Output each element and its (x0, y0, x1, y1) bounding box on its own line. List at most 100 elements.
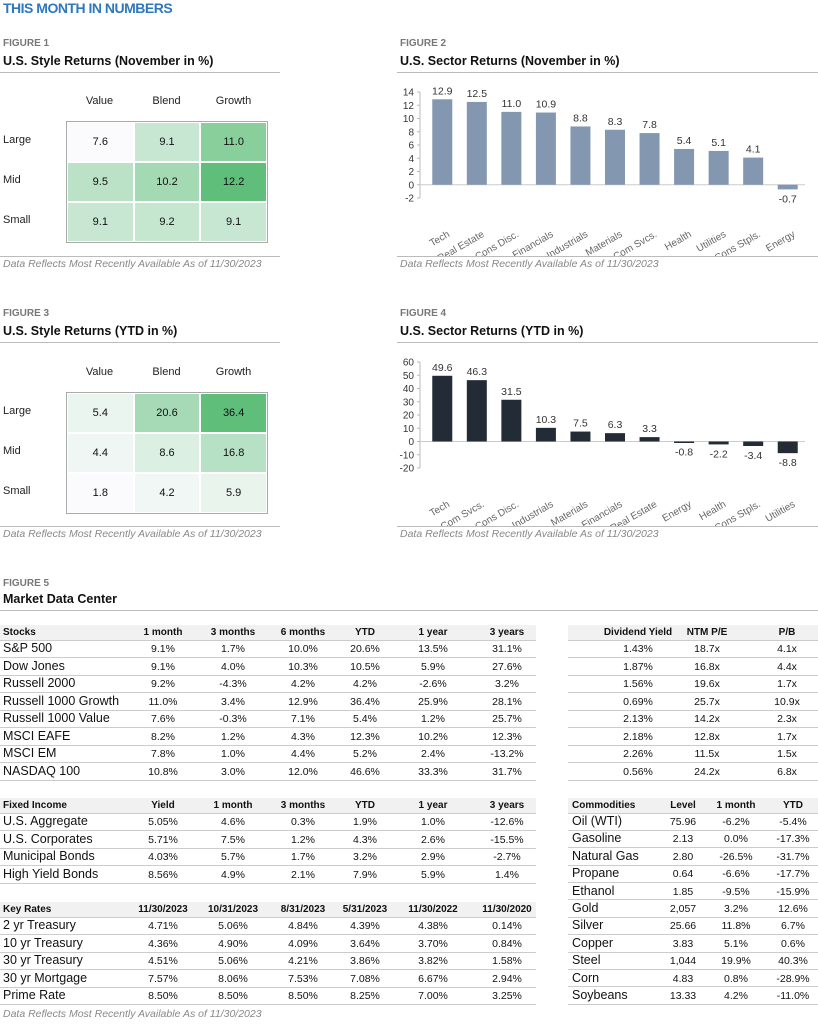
table-cell: 5.2% (353, 748, 377, 760)
table-cell: 46.6% (350, 765, 380, 778)
column-header: 1 month (716, 800, 756, 811)
table-cell: -6.2% (722, 816, 750, 828)
table-cell: 0.0% (724, 833, 748, 846)
table-cell: 1.7x (777, 678, 797, 690)
table-cell: 4.36% (148, 937, 178, 950)
table-cell: 3.25% (492, 990, 522, 1002)
table-cell: 1.2% (421, 713, 445, 725)
y-tick-label: 0 (408, 437, 414, 448)
bar (570, 431, 591, 442)
column-header: Stocks (3, 627, 36, 638)
table-cell: 1.0% (421, 816, 445, 828)
table-cell: 2.13 (672, 833, 694, 846)
table-cell: 14.2x (694, 713, 720, 725)
table-cell: 4.51% (148, 955, 178, 967)
data-label: 4.1 (746, 144, 761, 156)
y-tick-label: -2 (405, 194, 414, 205)
table-cell: 4.71% (148, 920, 178, 932)
table-cell: 1,044 (669, 955, 697, 968)
divider (397, 526, 818, 527)
table-cell: 5.1% (724, 937, 748, 950)
heatmap-cell: 9.1 (133, 122, 201, 162)
table-cell: 8.25% (350, 990, 380, 1002)
footnote: Data Reflects Most Recently Available As… (3, 1008, 262, 1020)
row-label: Oil (WTI) (572, 814, 622, 828)
table-row: 10 yr Treasury 4.36% 4.90% 4.09% 3.64% 3.70% 0… (0, 936, 536, 953)
data-label: 5.4 (677, 135, 692, 147)
table-cell: 10.0% (288, 643, 318, 655)
table-cell: 3.83 (672, 937, 694, 950)
data-label: 6.3 (608, 419, 623, 431)
table-cell: 7.8% (151, 748, 175, 760)
table-cell: 12.8x (694, 730, 720, 743)
table-cell: 10.3% (288, 660, 318, 673)
y-tick-label: 14 (403, 88, 415, 99)
column-header: 11/30/2023 (138, 904, 188, 915)
table-cell: 27.6% (492, 660, 522, 673)
table-cell: 5.06% (218, 920, 248, 932)
bar (777, 441, 798, 454)
row-label: Prime Rate (3, 988, 66, 1002)
table-cell: 4.38% (418, 920, 448, 932)
table-cell: 0.14% (492, 920, 522, 932)
data-label: 8.8 (573, 112, 588, 124)
y-tick-label: 60 (403, 358, 415, 369)
divider (397, 342, 818, 343)
data-label: 10.3 (536, 414, 557, 426)
heatmap-cell: 9.1 (200, 202, 267, 242)
table-cell: 10.8% (148, 765, 178, 778)
row-label: Corn (572, 970, 600, 985)
heatmap-grid: 7.6 9.1 11.0 9.5 10.2 12.2 9.1 9.2 9.1 (66, 121, 268, 243)
table-row: 1.87% 16.8x 4.4x (568, 659, 818, 676)
heatmap-cell: 9.2 (133, 202, 201, 242)
table-row: MSCI EAFE 8.2% 1.2% 4.3% 12.3% 10.2% 12.3% (0, 729, 536, 746)
column-header: NTM P/E (686, 627, 728, 638)
row-label: High Yield Bonds (3, 866, 99, 881)
table-cell: 5.9% (421, 660, 445, 673)
table-cell: 2.6% (421, 833, 445, 846)
data-label: 10.9 (536, 99, 557, 111)
bar (605, 433, 625, 442)
table-cell: 2.13% (623, 713, 653, 725)
bar (501, 111, 522, 185)
table-cell: 5.4% (353, 713, 377, 725)
table-cell: -11.0% (776, 990, 810, 1002)
row-label: 2 yr Treasury (3, 918, 76, 932)
table-cell: 1.2% (291, 833, 315, 846)
table-cell: 1.9% (353, 816, 377, 828)
table-cell: 2.94% (492, 972, 522, 985)
table-cell: -9.5% (722, 885, 750, 898)
bar (639, 437, 660, 442)
table-cell: 4.2% (353, 678, 377, 690)
divider (0, 342, 280, 343)
table-cell: 2.18% (623, 730, 653, 743)
table-cell: 0.69% (623, 695, 653, 708)
y-tick-label: 10 (403, 424, 415, 435)
heatmap-cell: 9.5 (67, 162, 134, 202)
y-tick-label: 8 (408, 127, 414, 138)
row-label: 10 yr Treasury (3, 935, 83, 950)
x-tick-label: Tech (428, 499, 452, 519)
table-row: 30 yr Treasury 4.51% 5.06% 4.21% 3.86% 3.82% 1… (0, 953, 536, 970)
row-label: Russell 2000 (3, 676, 76, 690)
bar (570, 126, 591, 185)
table-cell: 0.84% (492, 937, 522, 950)
figure1-label: FIGURE 1 (3, 38, 50, 49)
data-label: 8.3 (608, 116, 623, 128)
table-row: U.S. Aggregate 5.05% 4.6% 0.3% 1.9% 1.0% -12.6… (0, 814, 536, 831)
bar (605, 129, 625, 185)
table-cell: 5.05% (148, 816, 178, 828)
heatmap-cell: 12.2 (200, 162, 267, 202)
table-cell: 19.6x (694, 678, 720, 690)
y-tick-label: 20 (403, 411, 415, 422)
table-cell: 1.58% (492, 955, 522, 967)
table-cell: 8.06% (218, 972, 248, 985)
column-header: Key Rates (3, 904, 52, 915)
table-cell: 12.3% (350, 730, 380, 743)
row-label: Municipal Bonds (3, 849, 95, 863)
column-header: 1 year (418, 627, 448, 638)
data-label: 7.8 (642, 119, 657, 131)
bar (535, 112, 556, 185)
data-label: 5.1 (711, 137, 726, 149)
